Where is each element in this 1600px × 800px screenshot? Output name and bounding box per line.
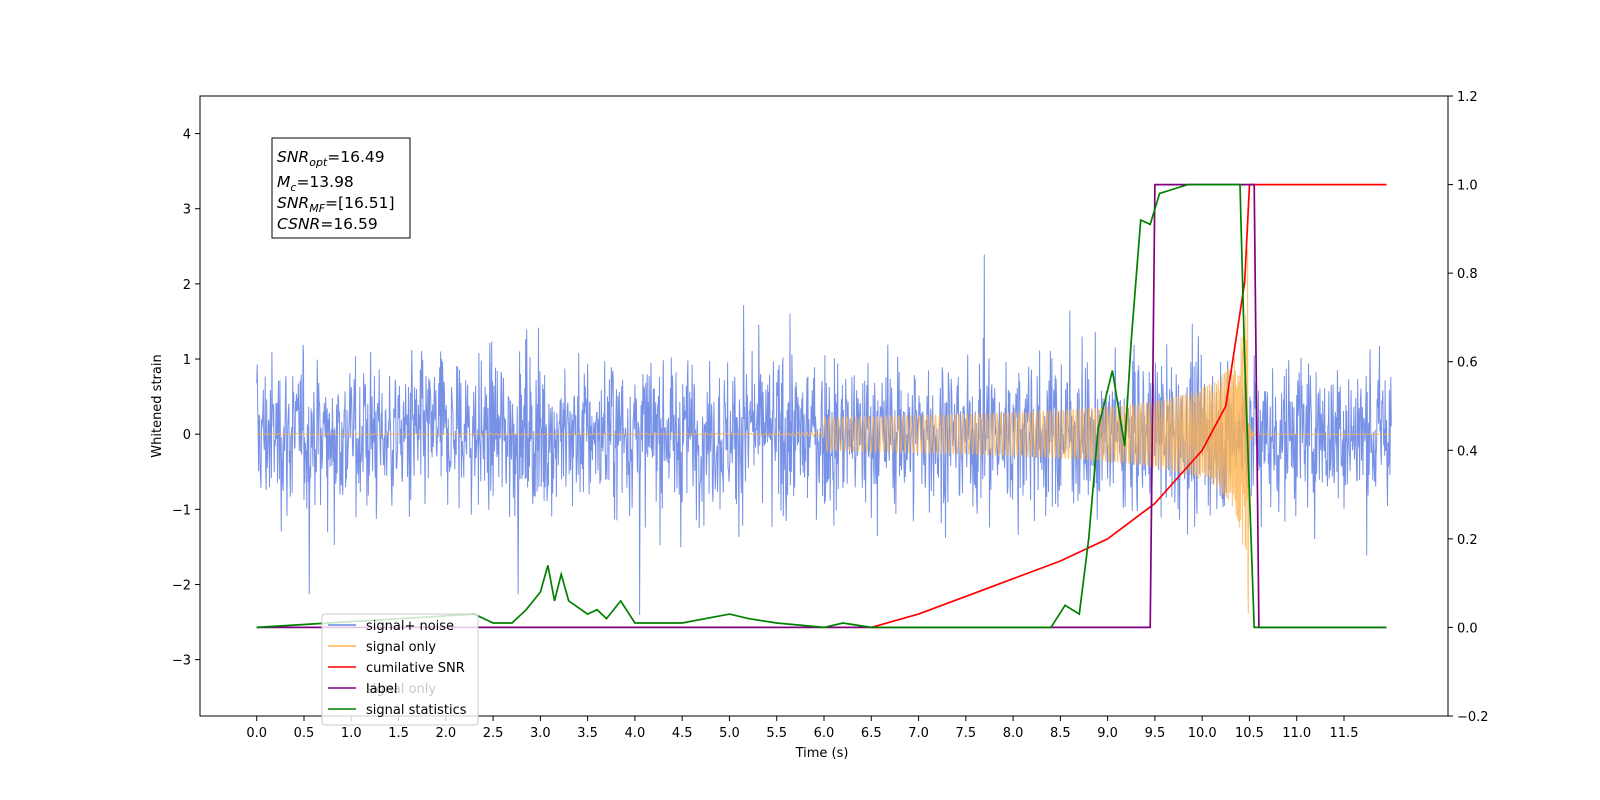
x-tick-label: 7.0 <box>908 726 929 741</box>
legend-label-label: label <box>366 682 397 697</box>
x-tick-label: 5.0 <box>719 726 740 741</box>
x-tick-label: 8.5 <box>1050 726 1071 741</box>
stats-box: SNRopt=16.49 Mc=13.98 SNRMF=[16.51] CSNR… <box>271 137 411 239</box>
y-tick-label: 3 <box>183 203 191 218</box>
plot-area <box>256 183 1392 629</box>
series-signal-only <box>256 249 1392 614</box>
x-tick-label: 0.0 <box>246 726 267 741</box>
x-tick-label: 10.0 <box>1188 726 1217 741</box>
legend: signal+ noise signal only cumilative SNR… <box>321 613 479 726</box>
legend-label-cumulative-snr: cumilative SNR <box>366 661 465 676</box>
x-tick-label: 4.0 <box>625 726 646 741</box>
x-tick-label: 1.0 <box>341 726 362 741</box>
x-tick-label: 3.5 <box>577 726 598 741</box>
stat-snr-mf: SNRMF=[16.51] <box>277 194 395 215</box>
y-tick-label: −2 <box>172 578 191 593</box>
y-tick-label: 2 <box>183 278 191 293</box>
x-axis: 0.0 0.5 1.0 1.5 2.0 2.5 3.0 3.5 4.0 4.5 5.0 5.5 6.0 6… <box>246 716 1358 741</box>
x-tick-label: 3.0 <box>530 726 551 741</box>
x-tick-label: 9.0 <box>1097 726 1118 741</box>
x-tick-label: 6.5 <box>861 726 882 741</box>
x-tick-label: 0.5 <box>294 726 315 741</box>
x-tick-label: 6.0 <box>814 726 835 741</box>
x-tick-label: 2.0 <box>435 726 456 741</box>
y-tick-label: −3 <box>172 654 191 669</box>
y-axis-right: 1.2 1.0 0.8 0.6 0.4 0.2 0.0 −0.2 <box>1448 90 1489 725</box>
x-tick-label: 5.5 <box>766 726 787 741</box>
y-tick-label: 0 <box>183 428 191 443</box>
y2-tick-label: −0.2 <box>1457 710 1489 725</box>
x-tick-label: 10.5 <box>1235 726 1264 741</box>
x-axis-label: Time (s) <box>795 746 849 761</box>
y2-tick-label: 0.0 <box>1457 621 1478 636</box>
stat-mc: Mc=13.98 <box>277 173 354 194</box>
y-axis-left: 4 3 2 1 0 −1 −2 −3 <box>172 128 200 669</box>
x-tick-label: 8.0 <box>1003 726 1024 741</box>
y-tick-label: 1 <box>183 353 191 368</box>
legend-label-hidden-signal-only: signal only <box>366 682 436 697</box>
y2-tick-label: 0.8 <box>1457 267 1478 282</box>
x-tick-label: 4.5 <box>672 726 693 741</box>
stat-snr-opt: SNRopt=16.49 <box>277 148 385 169</box>
x-tick-label: 11.0 <box>1282 726 1311 741</box>
legend-label-signal-only: signal only <box>366 640 436 655</box>
legend-label-signal-noise: signal+ noise <box>366 619 454 634</box>
series-signal-statistics <box>256 183 1387 629</box>
y-axis-label: Whitened strain <box>150 354 165 457</box>
y2-tick-label: 1.0 <box>1457 179 1478 194</box>
y2-tick-label: 0.6 <box>1457 356 1478 371</box>
y2-tick-label: 0.4 <box>1457 444 1478 459</box>
x-tick-label: 2.5 <box>483 726 504 741</box>
stat-csnr: CSNR=16.59 <box>277 215 378 233</box>
x-tick-label: 11.5 <box>1330 726 1359 741</box>
y2-tick-label: 1.2 <box>1457 90 1478 105</box>
legend-label-signal-statistics: signal statistics <box>366 703 467 718</box>
x-tick-label: 9.5 <box>1145 726 1166 741</box>
y-tick-label: −1 <box>172 503 191 518</box>
x-tick-label: 1.5 <box>388 726 409 741</box>
y-tick-label: 4 <box>183 128 191 143</box>
y2-tick-label: 0.2 <box>1457 533 1478 548</box>
x-tick-label: 7.5 <box>955 726 976 741</box>
